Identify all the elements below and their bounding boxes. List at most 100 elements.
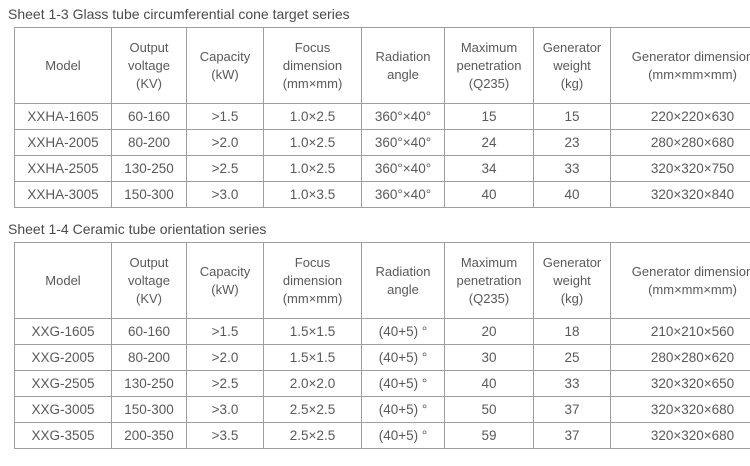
cell-generator-weight: 40: [534, 182, 611, 208]
cell-focus-dimension: 1.5×1.5: [264, 319, 362, 345]
cell-maximum-penetration: 59: [445, 423, 534, 449]
header-line: Generator: [536, 254, 608, 272]
cell-maximum-penetration: 40: [445, 182, 534, 208]
cell-output-voltage: 130-250: [112, 371, 187, 397]
cell-focus-dimension: 2.0×2.0: [264, 371, 362, 397]
cell-maximum-penetration: 40: [445, 371, 534, 397]
column-header-capacity: Capacity(kW): [187, 28, 264, 104]
cell-capacity: >3.0: [187, 182, 264, 208]
cell-radiation-angle: 360°×40°: [362, 130, 445, 156]
header-line: (mm×mm×mm): [613, 281, 750, 299]
cell-radiation-angle: (40+5) °: [362, 397, 445, 423]
cell-focus-dimension: 2.5×2.5: [264, 397, 362, 423]
cell-focus-dimension: 2.5×2.5: [264, 423, 362, 449]
cell-capacity: >2.5: [187, 156, 264, 182]
cell-maximum-penetration: 34: [445, 156, 534, 182]
header-line: Radiation: [364, 48, 442, 66]
cell-model: XXHA-2005: [15, 130, 112, 156]
header-line: angle: [364, 66, 442, 84]
cell-maximum-penetration: 20: [445, 319, 534, 345]
cell-generator-weight: 37: [534, 397, 611, 423]
cell-generator-dimension: 280×280×680: [611, 130, 750, 156]
cell-capacity: >1.5: [187, 104, 264, 130]
cell-maximum-penetration: 50: [445, 397, 534, 423]
header-line: weight: [536, 57, 608, 75]
sheet-1-3-section: Sheet 1-3 Glass tube circumferential con…: [0, 6, 750, 208]
cell-model: XXG-2005: [15, 345, 112, 371]
cell-focus-dimension: 1.0×3.5: [264, 182, 362, 208]
sheet-1-4-title: Sheet 1-4 Ceramic tube orientation serie…: [8, 221, 750, 237]
header-line: Focus: [266, 254, 359, 272]
header-line: (mm×mm): [266, 75, 359, 93]
cell-capacity: >3.5: [187, 423, 264, 449]
cell-model: XXHA-1605: [15, 104, 112, 130]
cell-generator-dimension: 320×320×750: [611, 156, 750, 182]
header-line: Generator: [536, 39, 608, 57]
header-line: (Q235): [447, 290, 531, 308]
header-line: Focus: [266, 39, 359, 57]
cell-radiation-angle: 360°×40°: [362, 182, 445, 208]
cell-model: XXHA-2505: [15, 156, 112, 182]
header-line: Output: [114, 39, 184, 57]
cell-generator-weight: 15: [534, 104, 611, 130]
header-line: Generator dimension: [613, 263, 750, 281]
cell-model: XXG-3505: [15, 423, 112, 449]
cell-output-voltage: 150-300: [112, 397, 187, 423]
header-line: Model: [17, 272, 109, 290]
cell-output-voltage: 60-160: [112, 104, 187, 130]
header-line: dimension: [266, 57, 359, 75]
column-header-generator-dimension: Generator dimension(mm×mm×mm): [611, 243, 750, 319]
cell-generator-weight: 25: [534, 345, 611, 371]
cell-focus-dimension: 1.0×2.5: [264, 104, 362, 130]
cell-generator-weight: 18: [534, 319, 611, 345]
cell-generator-dimension: 220×220×630: [611, 104, 750, 130]
cell-radiation-angle: 360°×40°: [362, 156, 445, 182]
header-line: (kW): [189, 281, 261, 299]
header-line: dimension: [266, 272, 359, 290]
cell-focus-dimension: 1.5×1.5: [264, 345, 362, 371]
header-line: Generator dimension: [613, 48, 750, 66]
page: { "tables": [ { "title": "Sheet 1-3 Glas…: [0, 6, 750, 466]
cell-generator-dimension: 320×320×650: [611, 371, 750, 397]
cell-capacity: >1.5: [187, 319, 264, 345]
cell-focus-dimension: 1.0×2.5: [264, 130, 362, 156]
header-line: voltage: [114, 272, 184, 290]
cell-model: XXHA-3005: [15, 182, 112, 208]
cell-maximum-penetration: 24: [445, 130, 534, 156]
cell-output-voltage: 60-160: [112, 319, 187, 345]
cell-capacity: >2.5: [187, 371, 264, 397]
header-line: Radiation: [364, 263, 442, 281]
cell-output-voltage: 200-350: [112, 423, 187, 449]
cell-output-voltage: 80-200: [112, 130, 187, 156]
cell-model: XXG-3005: [15, 397, 112, 423]
header-line: Capacity: [189, 263, 261, 281]
cell-radiation-angle: (40+5) °: [362, 423, 445, 449]
header-line: (kg): [536, 290, 608, 308]
cell-radiation-angle: (40+5) °: [362, 319, 445, 345]
header-line: (Q235): [447, 75, 531, 93]
cell-model: XXG-2505: [15, 371, 112, 397]
cell-output-voltage: 80-200: [112, 345, 187, 371]
cell-generator-dimension: 210×210×560: [611, 319, 750, 345]
column-header-capacity: Capacity(kW): [187, 243, 264, 319]
cell-maximum-penetration: 30: [445, 345, 534, 371]
cell-capacity: >2.0: [187, 130, 264, 156]
column-header-model: Model: [15, 28, 112, 104]
